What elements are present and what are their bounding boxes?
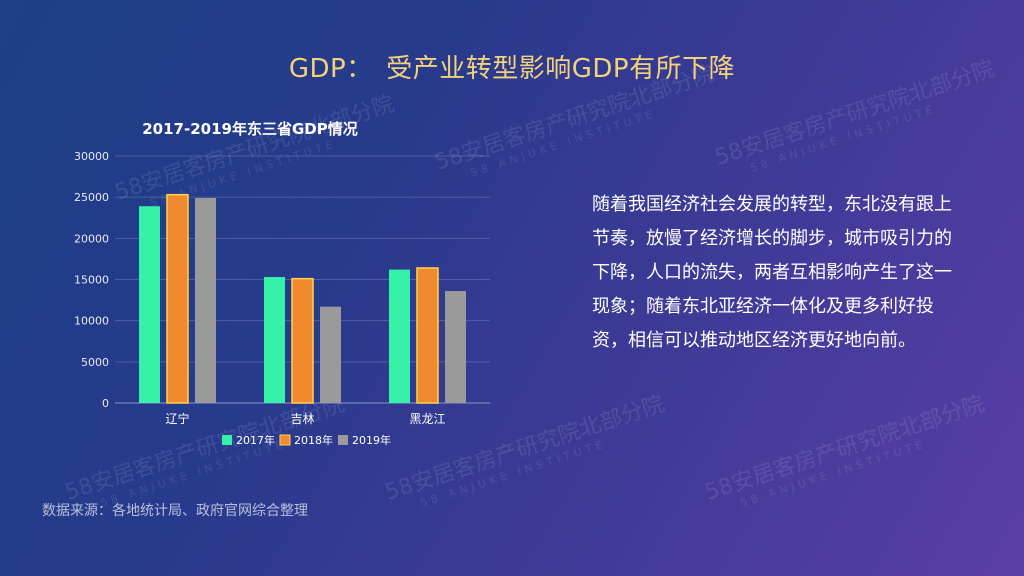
legend-swatch — [279, 434, 291, 446]
bar — [139, 206, 160, 403]
y-tick-label: 10000 — [74, 315, 109, 328]
y-tick-label: 25000 — [74, 191, 109, 204]
bar — [320, 306, 341, 403]
chart-title: 2017-2019年东三省GDP情况 — [142, 120, 357, 138]
y-tick-label: 5000 — [81, 356, 109, 369]
y-tick-label: 15000 — [74, 274, 109, 287]
watermark: 58安居客房产研究院北部分院 58 ANJUKE INSTITUTE — [702, 391, 988, 510]
bar — [166, 193, 189, 404]
x-tick-label: 黑龙江 — [409, 412, 445, 426]
x-tick-label: 辽宁 — [165, 411, 189, 426]
legend-swatch — [338, 435, 348, 445]
legend-swatch — [222, 435, 232, 445]
legend-label: 2017年 — [236, 433, 275, 447]
bar — [195, 197, 216, 403]
bar — [416, 267, 439, 404]
y-tick-label: 20000 — [74, 232, 109, 245]
analysis-paragraph: 随着我国经济社会发展的转型，东北没有跟上节奏，放慢了经济增长的脚步，城市吸引力的… — [592, 194, 952, 351]
page-title: GDP： 受产业转型影响GDP有所下降 — [288, 54, 736, 84]
gdp-bar-chart: 2017-2019年东三省GDP情况 0 5000 10000 15000 20000 25… — [74, 120, 490, 447]
legend-label: 2018年 — [294, 433, 333, 447]
y-tick-label: 30000 — [74, 150, 109, 163]
legend-label: 2019年 — [352, 433, 391, 447]
bar — [389, 269, 410, 403]
bar — [445, 291, 466, 403]
x-tick-label: 吉林 — [290, 412, 314, 426]
bar — [291, 277, 314, 404]
data-source: 数据来源：各地统计局、政府官网综合整理 — [42, 503, 308, 519]
y-tick-label: 0 — [102, 397, 109, 410]
bar — [264, 277, 285, 403]
